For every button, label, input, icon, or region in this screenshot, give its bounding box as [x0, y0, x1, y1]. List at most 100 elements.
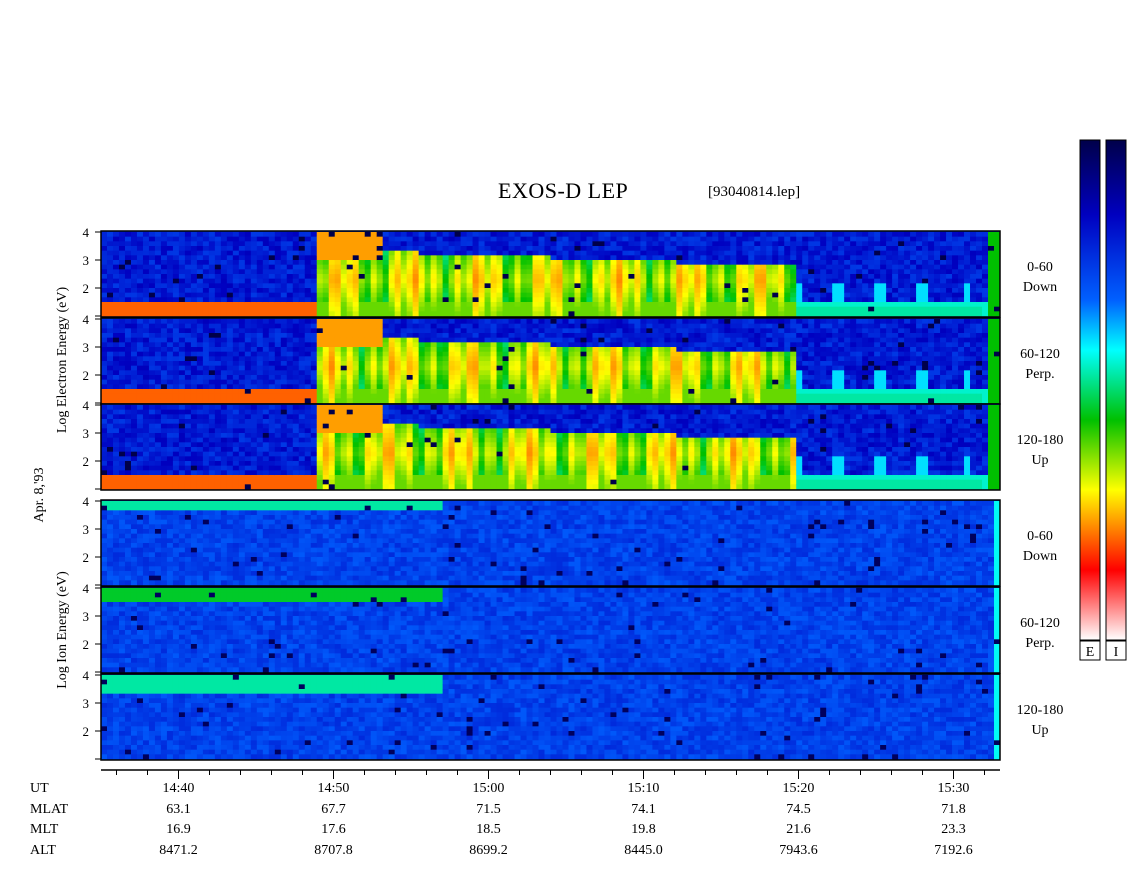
- heatmap-cell: [868, 297, 875, 303]
- heatmap-cell: [310, 351, 318, 357]
- heatmap-cell: [424, 246, 432, 252]
- heatmap-cell: [154, 342, 162, 348]
- heatmap-cell: [556, 232, 563, 238]
- heatmap-cell: [556, 365, 563, 371]
- heatmap-cell: [244, 269, 252, 275]
- heatmap-cell: [412, 319, 420, 325]
- heatmap-cell: [190, 274, 198, 280]
- heatmap-cell: [598, 311, 605, 317]
- heatmap-cell: [328, 328, 336, 334]
- heatmap-cell: [580, 398, 587, 404]
- heatmap-cell: [478, 347, 485, 353]
- heatmap-cell: [610, 361, 617, 367]
- heatmap-cell: [358, 393, 366, 399]
- heatmap-cell: [346, 398, 354, 404]
- heatmap-cell: [778, 241, 785, 247]
- heatmap-cell: [454, 269, 461, 275]
- heatmap-cell: [472, 356, 479, 362]
- heatmap-cell: [730, 398, 737, 404]
- heatmap-cell: [790, 337, 797, 343]
- heatmap-cell: [682, 306, 689, 312]
- heatmap-cell: [124, 333, 132, 339]
- heatmap-cell: [700, 333, 707, 339]
- heatmap-cell: [286, 351, 294, 357]
- heatmap-cell: [220, 264, 228, 270]
- heatmap-cell: [742, 337, 749, 343]
- heatmap-cell: [736, 246, 743, 252]
- heatmap-cell: [244, 264, 252, 270]
- heatmap-cell: [118, 269, 126, 275]
- heatmap-cell: [634, 379, 641, 385]
- heatmap-cell: [262, 288, 270, 294]
- heatmap-cell: [592, 323, 599, 329]
- heatmap-cell: [754, 333, 761, 339]
- heatmap-cell: [160, 389, 168, 395]
- heatmap-cell: [742, 264, 749, 270]
- heatmap-cell: [694, 389, 701, 395]
- heatmap-cell: [520, 241, 527, 247]
- heatmap-cell: [370, 356, 378, 362]
- heatmap-cell: [586, 232, 593, 238]
- heatmap-cell: [994, 246, 1001, 252]
- heatmap-cell: [226, 306, 234, 312]
- heatmap-cell: [676, 351, 683, 357]
- heatmap-cell: [412, 246, 420, 252]
- heatmap-cell: [964, 255, 971, 261]
- heatmap-cell: [832, 370, 839, 376]
- heatmap-cell: [550, 246, 557, 252]
- heatmap-cell: [664, 274, 671, 280]
- heatmap-cell: [772, 365, 779, 371]
- heatmap-cell: [178, 323, 186, 329]
- heatmap-cell: [682, 365, 689, 371]
- heatmap-cell: [382, 384, 390, 390]
- heatmap-cell: [784, 398, 791, 404]
- heatmap-cell: [760, 306, 767, 312]
- heatmap-cell: [790, 311, 797, 317]
- heatmap-cell: [154, 323, 162, 329]
- heatmap-cell: [718, 384, 725, 390]
- heatmap-cell: [622, 283, 629, 289]
- heatmap-cell: [148, 278, 156, 284]
- heatmap-cell: [178, 260, 186, 266]
- heatmap-cell: [304, 255, 312, 261]
- heatmap-cell: [424, 333, 432, 339]
- heatmap-cell: [268, 393, 276, 399]
- heatmap-cell: [640, 283, 647, 289]
- heatmap-cell: [478, 351, 485, 357]
- heatmap-cell: [424, 269, 432, 275]
- heatmap-cell: [460, 250, 467, 256]
- heatmap-cell: [304, 351, 312, 357]
- heatmap-cell: [976, 292, 983, 298]
- heatmap-cell: [454, 342, 461, 348]
- heatmap-cell: [514, 351, 521, 357]
- heatmap-cell: [574, 333, 581, 339]
- heatmap-cell: [101, 278, 108, 284]
- heatmap-cell: [514, 365, 521, 371]
- heatmap-cell: [910, 292, 917, 298]
- heatmap-cell: [604, 260, 611, 266]
- heatmap-cell: [346, 260, 354, 266]
- heatmap-cell: [592, 255, 599, 261]
- heatmap-cell: [670, 241, 677, 247]
- heatmap-cell: [610, 365, 617, 371]
- heatmap-cell: [880, 241, 887, 247]
- heatmap-cell: [101, 370, 108, 376]
- heatmap-cell: [472, 319, 479, 325]
- heatmap-cell: [496, 356, 503, 362]
- heatmap-cell: [754, 297, 761, 303]
- heatmap-cell: [130, 365, 138, 371]
- heatmap-cell: [766, 232, 773, 238]
- heatmap-cell: [814, 283, 821, 289]
- heatmap-cell: [214, 260, 222, 266]
- heatmap-cell: [832, 250, 839, 256]
- heatmap-cell: [544, 302, 551, 308]
- heatmap-cell: [994, 306, 1001, 312]
- heatmap-cell: [310, 370, 318, 376]
- heatmap-cell: [268, 333, 276, 339]
- heatmap-cell: [388, 250, 396, 256]
- heatmap-cell: [424, 232, 432, 238]
- heatmap-cell: [892, 250, 899, 256]
- heatmap-cell: [586, 246, 593, 252]
- heatmap-cell: [118, 278, 126, 284]
- heatmap-cell: [952, 246, 959, 252]
